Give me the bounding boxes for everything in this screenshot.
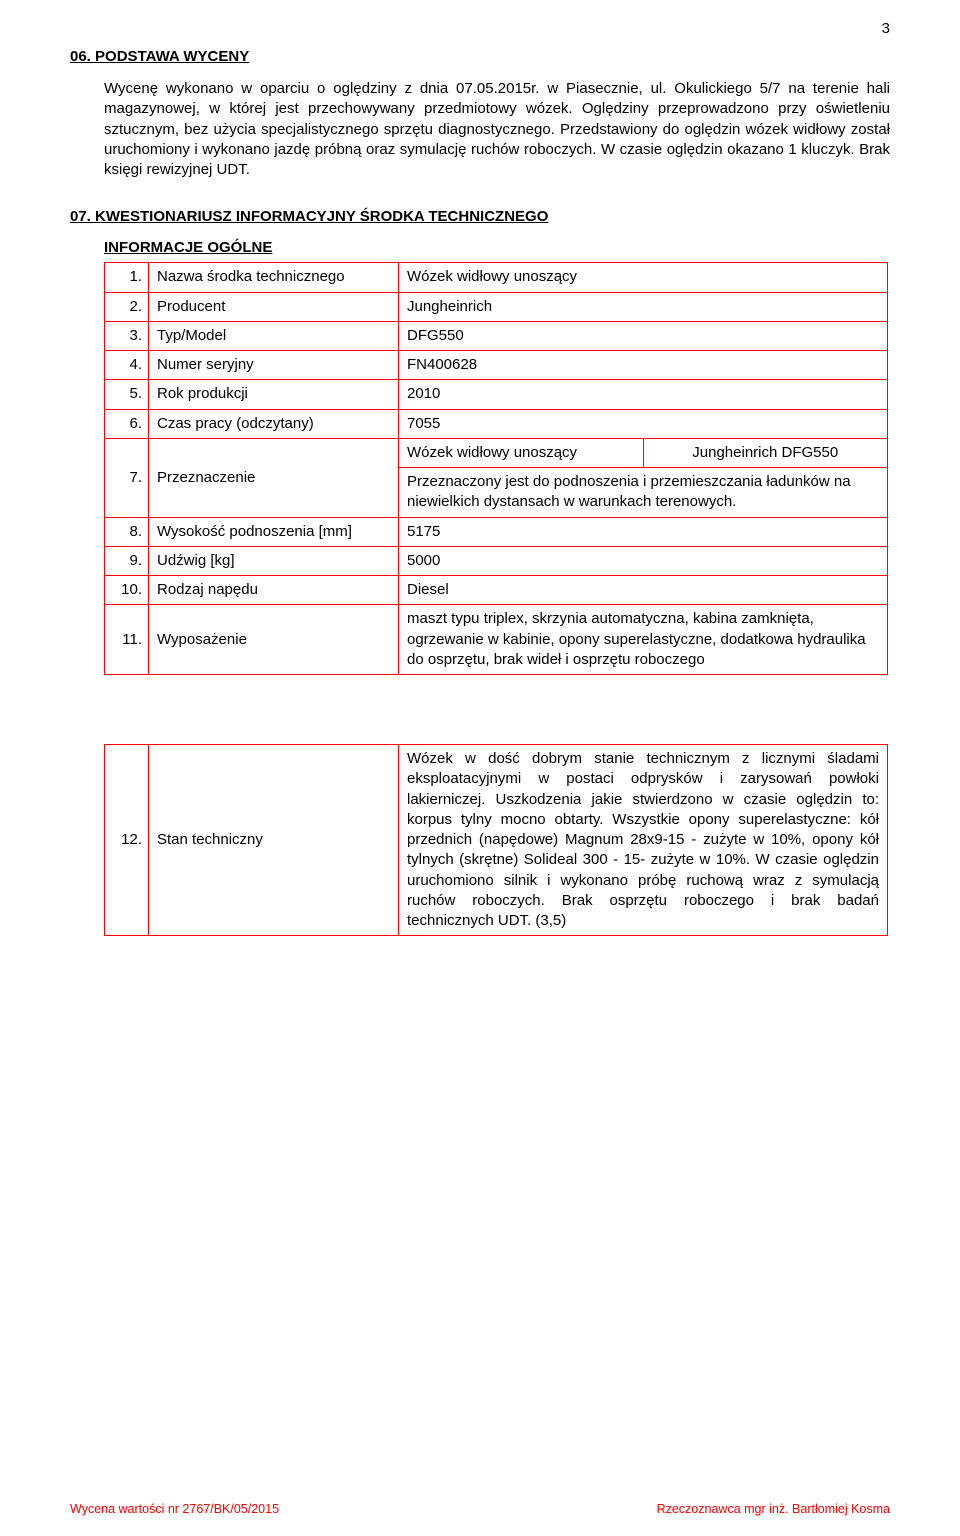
row-value: Wózek w dość dobrym stanie technicznym z… <box>399 745 888 936</box>
row-value: FN400628 <box>399 351 888 380</box>
table-row: 9. Udźwig [kg] 5000 <box>105 546 888 575</box>
row-number: 12. <box>105 745 149 936</box>
table-row: 11. Wyposażenie maszt typu triplex, skrz… <box>105 605 888 675</box>
row-number: 4. <box>105 351 149 380</box>
table-row: 1. Nazwa środka technicznego Wózek widło… <box>105 263 888 292</box>
row-label: Udźwig [kg] <box>149 546 399 575</box>
table-row-gap <box>105 675 888 745</box>
row-value: Jungheinrich <box>399 292 888 321</box>
document-page: 3 06. PODSTAWA WYCENY Wycenę wykonano w … <box>0 0 960 1536</box>
row-number: 10. <box>105 576 149 605</box>
row-label: Numer seryjny <box>149 351 399 380</box>
nested-row: Wózek widłowy unoszący Jungheinrich DFG5… <box>399 439 887 468</box>
row-number: 2. <box>105 292 149 321</box>
row-label: Typ/Model <box>149 321 399 350</box>
table-row: 2. Producent Jungheinrich <box>105 292 888 321</box>
row-value: 7055 <box>399 409 888 438</box>
row-label: Producent <box>149 292 399 321</box>
row-value: 2010 <box>399 380 888 409</box>
section-06-heading: 06. PODSTAWA WYCENY <box>70 48 890 65</box>
row-label: Przeznaczenie <box>149 438 399 517</box>
table-row: 10. Rodzaj napędu Diesel <box>105 576 888 605</box>
footer-right: Rzeczoznawca mgr inż. Bartłomiej Kosma <box>657 1502 890 1516</box>
row-value: Wózek widłowy unoszący Jungheinrich DFG5… <box>399 438 888 517</box>
nested-cell: Wózek widłowy unoszący <box>399 439 643 468</box>
row-label: Stan techniczny <box>149 745 399 936</box>
row-value: Diesel <box>399 576 888 605</box>
nested-row: Przeznaczony jest do podnoszenia i przem… <box>399 468 887 517</box>
row-label: Wyposażenie <box>149 605 399 675</box>
table-row: 12. Stan techniczny Wózek w dość dobrym … <box>105 745 888 936</box>
section-07-heading: 07. KWESTIONARIUSZ INFORMACYJNY ŚRODKA T… <box>70 208 890 225</box>
row-label: Czas pracy (odczytany) <box>149 409 399 438</box>
nested-table: Wózek widłowy unoszący Jungheinrich DFG5… <box>399 439 887 517</box>
footer-left: Wycena wartości nr 2767/BK/05/2015 <box>70 1502 279 1516</box>
nested-cell: Jungheinrich DFG550 <box>643 439 887 468</box>
nested-cell: Przeznaczony jest do podnoszenia i przem… <box>399 468 887 517</box>
info-table: 1. Nazwa środka technicznego Wózek widło… <box>104 262 888 936</box>
row-number: 11. <box>105 605 149 675</box>
row-label: Nazwa środka technicznego <box>149 263 399 292</box>
table-row: 6. Czas pracy (odczytany) 7055 <box>105 409 888 438</box>
row-number: 1. <box>105 263 149 292</box>
row-value: Wózek widłowy unoszący <box>399 263 888 292</box>
table-row: 4. Numer seryjny FN400628 <box>105 351 888 380</box>
row-number: 9. <box>105 546 149 575</box>
row-value: DFG550 <box>399 321 888 350</box>
row-number: 7. <box>105 438 149 517</box>
table-row: 7. Przeznaczenie Wózek widłowy unoszący … <box>105 438 888 517</box>
row-value: 5175 <box>399 517 888 546</box>
section-07-subheading: INFORMACJE OGÓLNE <box>104 239 890 256</box>
section-06-body: Wycenę wykonano w oparciu o oględziny z … <box>104 79 890 180</box>
page-footer: Wycena wartości nr 2767/BK/05/2015 Rzecz… <box>70 1502 890 1516</box>
table-row: 5. Rok produkcji 2010 <box>105 380 888 409</box>
row-label: Rok produkcji <box>149 380 399 409</box>
row-number: 8. <box>105 517 149 546</box>
row-label: Rodzaj napędu <box>149 576 399 605</box>
table-row: 8. Wysokość podnoszenia [mm] 5175 <box>105 517 888 546</box>
page-number: 3 <box>882 20 890 37</box>
table-row: 3. Typ/Model DFG550 <box>105 321 888 350</box>
row-number: 3. <box>105 321 149 350</box>
row-number: 5. <box>105 380 149 409</box>
row-value: maszt typu triplex, skrzynia automatyczn… <box>399 605 888 675</box>
row-label: Wysokość podnoszenia [mm] <box>149 517 399 546</box>
row-value: 5000 <box>399 546 888 575</box>
row-number: 6. <box>105 409 149 438</box>
